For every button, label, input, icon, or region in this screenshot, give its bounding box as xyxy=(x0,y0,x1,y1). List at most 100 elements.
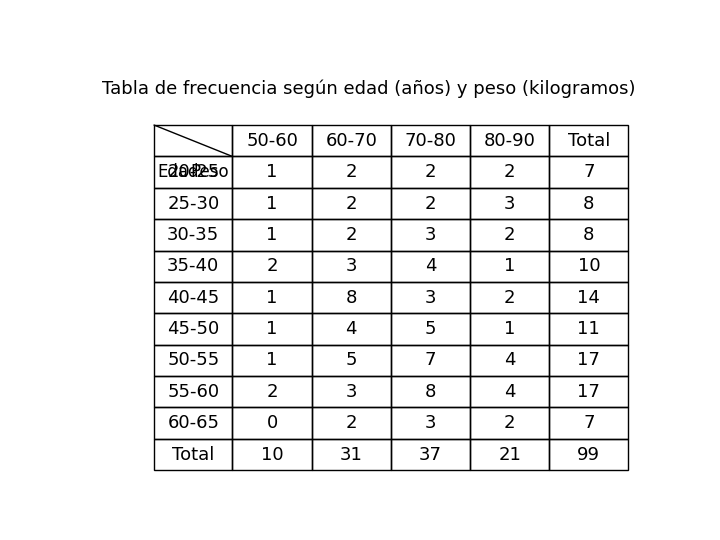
Bar xyxy=(233,282,312,313)
Bar xyxy=(233,125,312,157)
Bar xyxy=(391,251,470,282)
Bar xyxy=(312,313,391,345)
Bar xyxy=(154,125,233,157)
Text: 2: 2 xyxy=(266,383,278,401)
Text: 8: 8 xyxy=(425,383,436,401)
Text: 20-25: 20-25 xyxy=(167,163,220,181)
Bar xyxy=(470,282,549,313)
Text: 7: 7 xyxy=(583,414,595,432)
Bar xyxy=(470,251,549,282)
Bar xyxy=(391,125,470,157)
Bar xyxy=(154,251,233,282)
Text: 4: 4 xyxy=(504,352,516,369)
Text: 50-60: 50-60 xyxy=(246,132,298,150)
Bar xyxy=(154,376,233,408)
Text: 8: 8 xyxy=(346,289,357,307)
Text: 3: 3 xyxy=(346,257,357,275)
Bar xyxy=(312,345,391,376)
Text: 35-40: 35-40 xyxy=(167,257,220,275)
Text: 8: 8 xyxy=(583,226,595,244)
Text: 10: 10 xyxy=(261,446,284,463)
Text: 1: 1 xyxy=(266,226,278,244)
Bar xyxy=(312,251,391,282)
Bar xyxy=(391,313,470,345)
Text: 2: 2 xyxy=(346,414,357,432)
Text: 2: 2 xyxy=(504,414,516,432)
Text: 31: 31 xyxy=(340,446,363,463)
Bar xyxy=(154,157,233,188)
Bar xyxy=(391,408,470,439)
Bar xyxy=(470,125,549,157)
Text: 80-90: 80-90 xyxy=(484,132,536,150)
Text: 1: 1 xyxy=(266,163,278,181)
Bar xyxy=(549,345,629,376)
Bar xyxy=(233,439,312,470)
Bar xyxy=(233,157,312,188)
Text: 1: 1 xyxy=(504,257,516,275)
Bar xyxy=(233,345,312,376)
Text: 0: 0 xyxy=(266,414,278,432)
Bar xyxy=(391,188,470,219)
Text: Total: Total xyxy=(172,446,215,463)
Bar xyxy=(549,188,629,219)
Text: 50-55: 50-55 xyxy=(167,352,220,369)
Bar xyxy=(391,439,470,470)
Text: 5: 5 xyxy=(346,352,357,369)
Text: 5: 5 xyxy=(425,320,436,338)
Text: 1: 1 xyxy=(266,320,278,338)
Text: 17: 17 xyxy=(577,383,600,401)
Bar xyxy=(312,125,391,157)
Text: 2: 2 xyxy=(504,163,516,181)
Text: 2: 2 xyxy=(504,226,516,244)
Bar xyxy=(154,219,233,251)
Text: Tabla de frecuencia según edad (años) y peso (kilogramos): Tabla de frecuencia según edad (años) y … xyxy=(102,79,636,98)
Bar xyxy=(549,282,629,313)
Text: 8: 8 xyxy=(583,194,595,213)
Text: 3: 3 xyxy=(425,289,436,307)
Text: 21: 21 xyxy=(498,446,521,463)
Bar xyxy=(233,313,312,345)
Bar xyxy=(549,251,629,282)
Bar xyxy=(549,439,629,470)
Bar xyxy=(391,219,470,251)
Text: 1: 1 xyxy=(266,289,278,307)
Bar xyxy=(233,408,312,439)
Bar xyxy=(312,376,391,408)
Bar xyxy=(312,439,391,470)
Text: Total: Total xyxy=(567,132,610,150)
Text: 3: 3 xyxy=(346,383,357,401)
Text: 2: 2 xyxy=(346,226,357,244)
Bar xyxy=(549,408,629,439)
Bar xyxy=(549,157,629,188)
Bar xyxy=(470,188,549,219)
Text: 60-65: 60-65 xyxy=(167,414,220,432)
Text: 1: 1 xyxy=(266,194,278,213)
Bar xyxy=(391,345,470,376)
Bar xyxy=(470,376,549,408)
Text: 3: 3 xyxy=(425,226,436,244)
Text: 55-60: 55-60 xyxy=(167,383,220,401)
Text: 11: 11 xyxy=(577,320,600,338)
Bar xyxy=(549,125,629,157)
Bar xyxy=(233,219,312,251)
Bar xyxy=(391,282,470,313)
Text: 3: 3 xyxy=(425,414,436,432)
Text: 4: 4 xyxy=(346,320,357,338)
Text: 10: 10 xyxy=(577,257,600,275)
Text: 25-30: 25-30 xyxy=(167,194,220,213)
Bar xyxy=(312,282,391,313)
Bar xyxy=(154,313,233,345)
Text: 4: 4 xyxy=(425,257,436,275)
Text: 70-80: 70-80 xyxy=(405,132,456,150)
Text: 40-45: 40-45 xyxy=(167,289,220,307)
Bar xyxy=(391,376,470,408)
Text: 2: 2 xyxy=(266,257,278,275)
Text: 2: 2 xyxy=(425,163,436,181)
Bar xyxy=(470,345,549,376)
Text: 2: 2 xyxy=(346,194,357,213)
Bar xyxy=(470,313,549,345)
Bar xyxy=(233,251,312,282)
Text: 7: 7 xyxy=(583,163,595,181)
Bar xyxy=(312,188,391,219)
Text: 60-70: 60-70 xyxy=(325,132,377,150)
